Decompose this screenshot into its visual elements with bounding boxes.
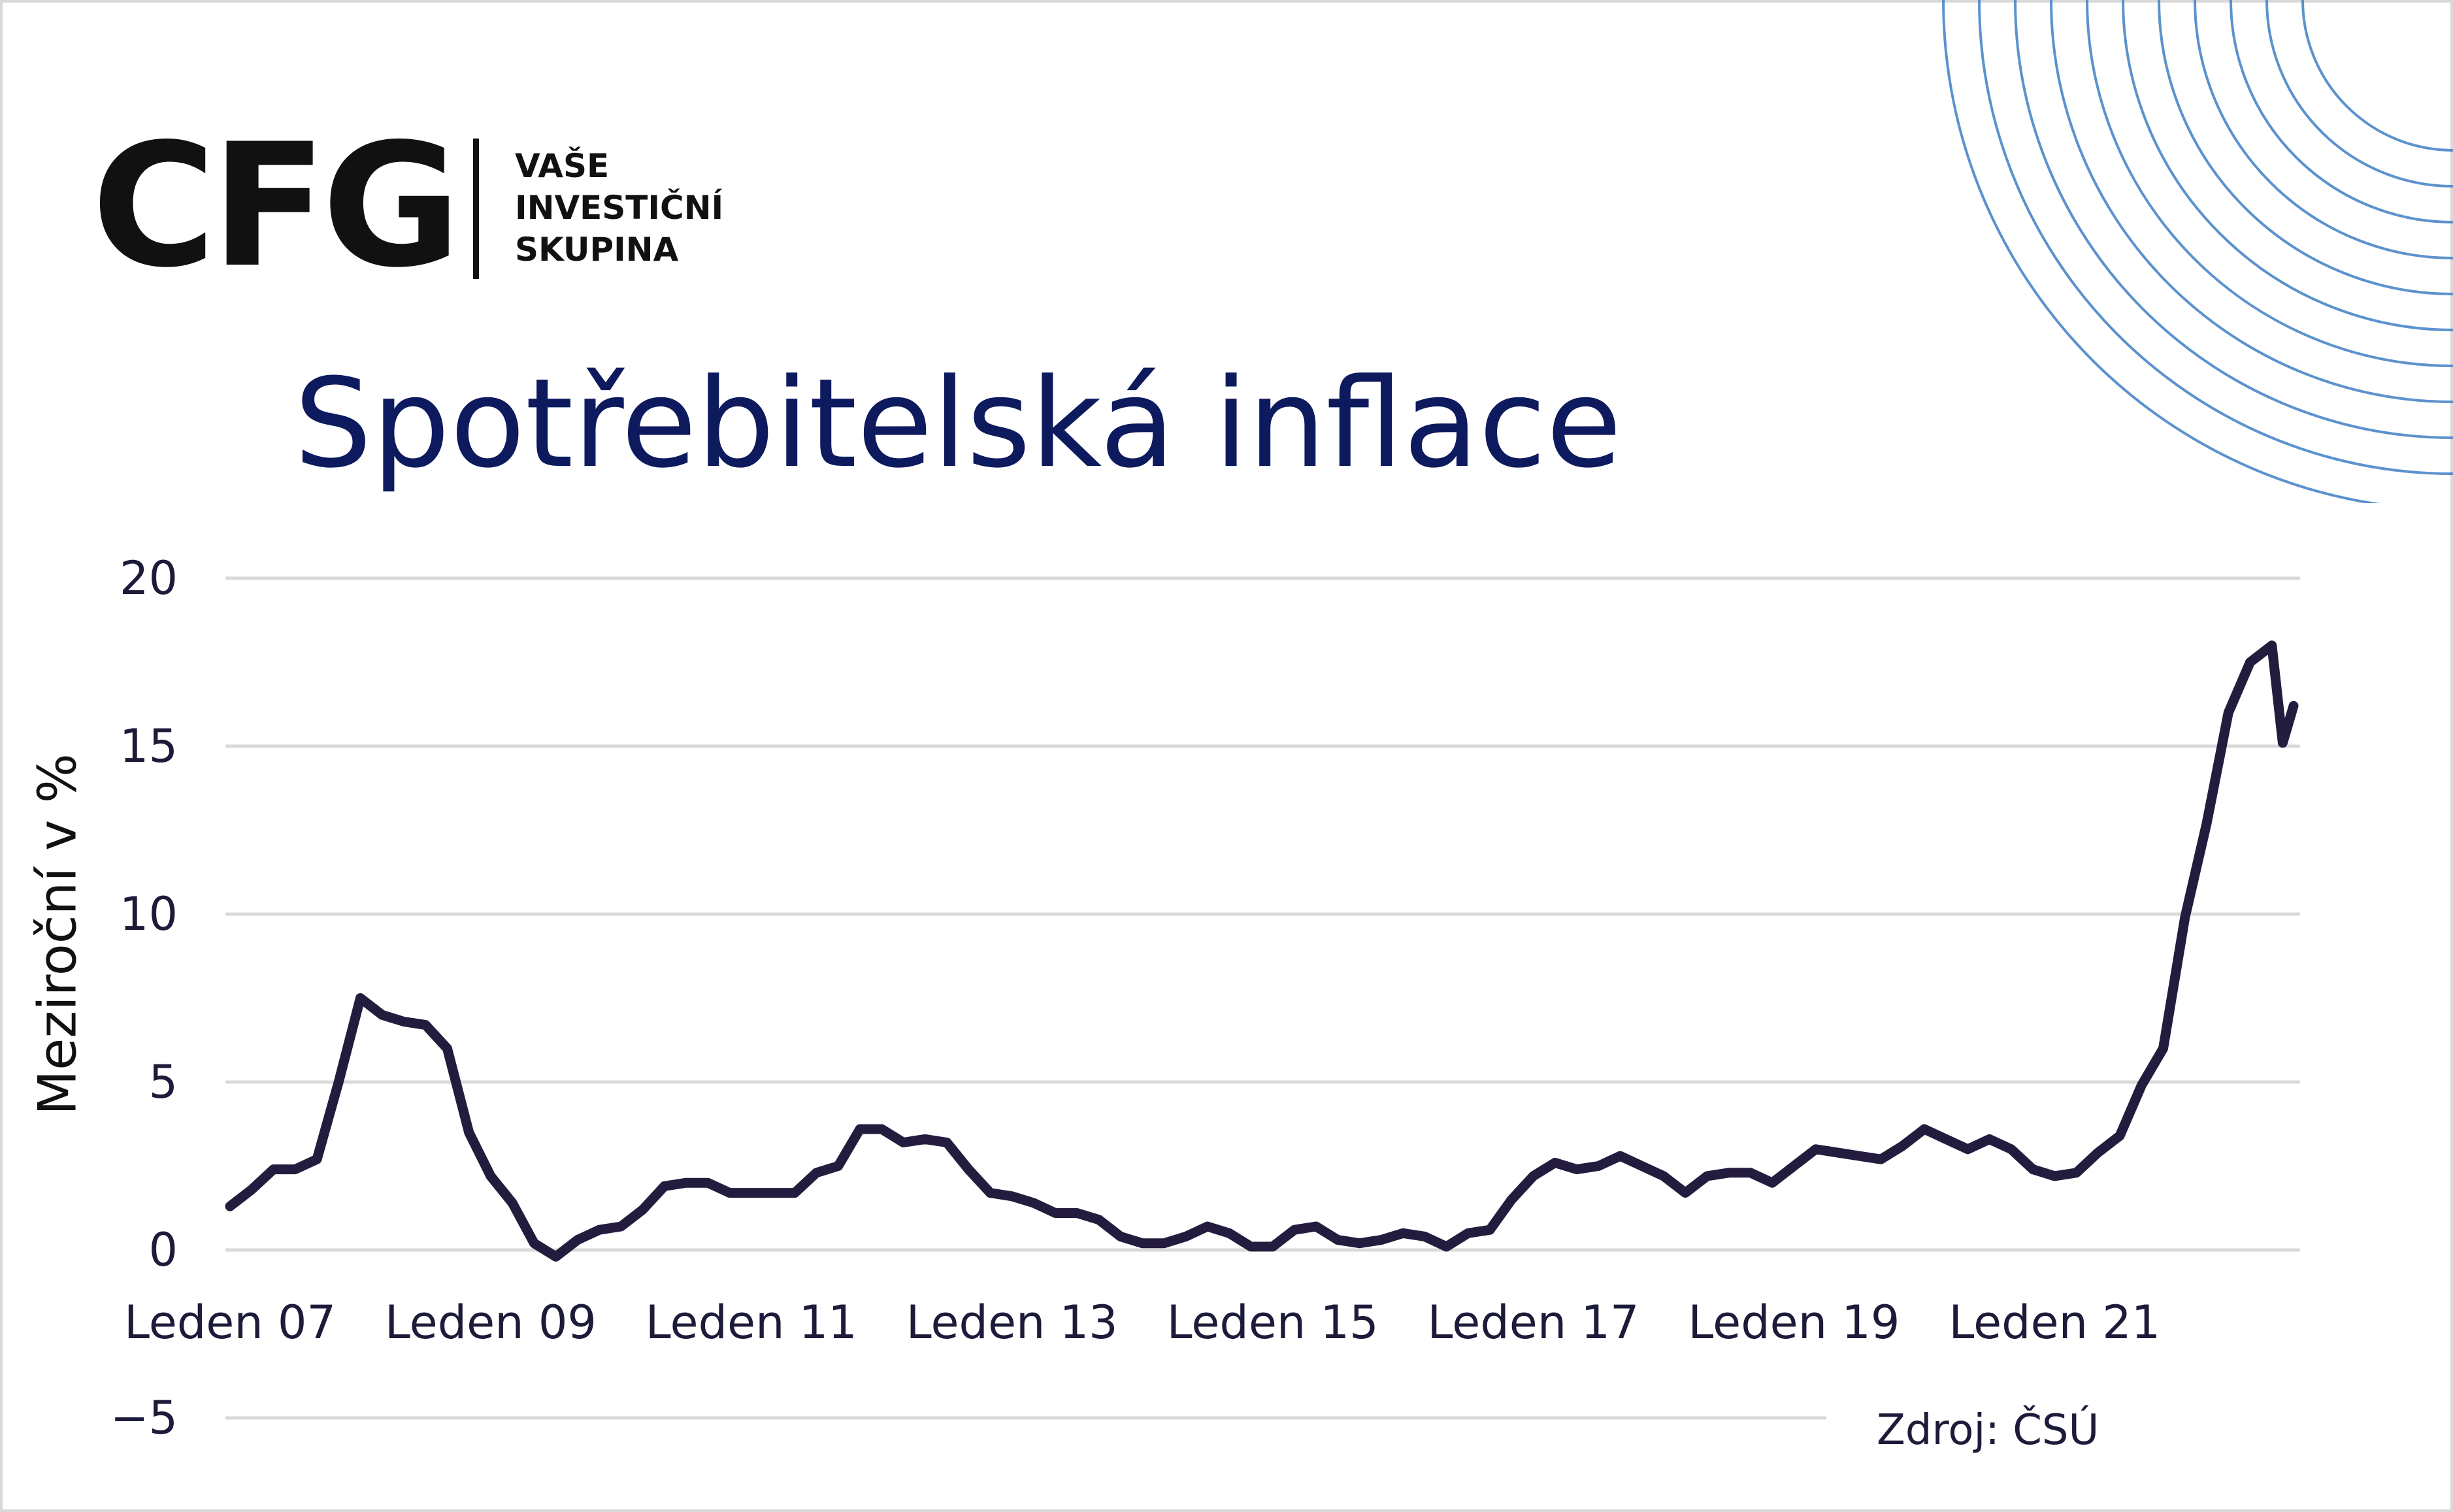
logo-tagline-line: SKUPINA — [515, 231, 679, 269]
x-tick-label: Leden 09 — [385, 1296, 597, 1349]
source-note: Zdroj: ČSÚ — [1877, 1406, 2099, 1454]
x-tick-label: Leden 13 — [906, 1296, 1118, 1349]
y-tick-label: 5 — [148, 1055, 178, 1109]
y-tick-label: 20 — [120, 551, 178, 605]
x-tick-label: Leden 21 — [1949, 1296, 2160, 1349]
series-layer — [225, 640, 2299, 1262]
y-tick-label: 15 — [120, 719, 178, 773]
x-tick-label: Leden 15 — [1167, 1296, 1379, 1349]
y-tick-label: 0 — [148, 1223, 178, 1277]
x-tick-label: Leden 07 — [124, 1296, 336, 1349]
logo-tagline-line: VAŠE — [515, 147, 610, 185]
logo-tagline: VAŠE INVESTIČNÍ SKUPINA — [515, 145, 723, 271]
y-tick-labels: 20 15 10 5 0 −5 — [110, 551, 178, 1445]
cfg-logo: CFG VAŠE INVESTIČNÍ SKUPINA — [91, 122, 745, 291]
x-tick-label: Leden 11 — [646, 1296, 857, 1349]
y-tick-label: 10 — [120, 887, 178, 941]
grid-lines — [225, 576, 2300, 1420]
x-tick-label: Leden 17 — [1428, 1296, 1639, 1349]
chart-title: Spotřebitelská inflace — [294, 352, 1622, 495]
x-tick-label: Leden 19 — [1688, 1296, 1900, 1349]
logo-tagline-line: INVESTIČNÍ — [515, 189, 724, 227]
logo-text: CFG — [91, 108, 461, 305]
series-line — [225, 640, 2299, 1262]
y-tick-label: −5 — [110, 1391, 178, 1445]
logo-divider — [473, 139, 479, 279]
x-tick-labels: Leden 07 Leden 09 Leden 11 Leden 13 Leden 15… — [124, 1296, 2160, 1349]
